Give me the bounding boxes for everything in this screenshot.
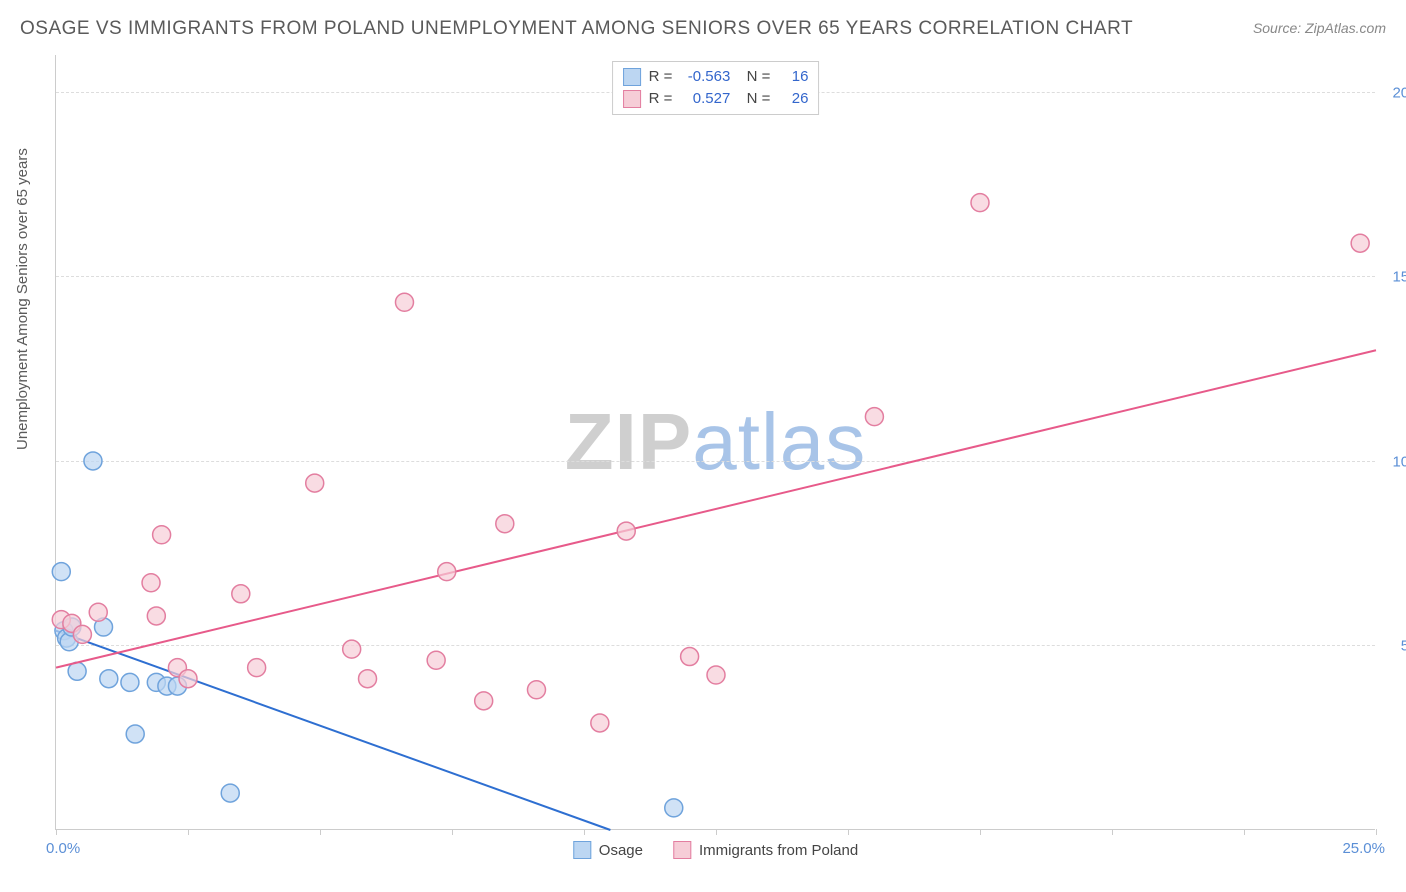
data-point bbox=[427, 651, 445, 669]
legend-r-label: R = bbox=[649, 88, 673, 110]
x-tick bbox=[716, 829, 717, 835]
data-point bbox=[52, 563, 70, 581]
legend-swatch bbox=[673, 841, 691, 859]
data-point bbox=[438, 563, 456, 581]
legend-swatch bbox=[573, 841, 591, 859]
series-legend: Osage Immigrants from Poland bbox=[573, 841, 858, 859]
x-tick bbox=[584, 829, 585, 835]
x-tick bbox=[1112, 829, 1113, 835]
legend-r-label: R = bbox=[649, 66, 673, 88]
trend-line bbox=[56, 350, 1376, 667]
data-point bbox=[147, 607, 165, 625]
x-tick bbox=[1376, 829, 1377, 835]
data-point bbox=[306, 474, 324, 492]
source-attribution: Source: ZipAtlas.com bbox=[1253, 20, 1386, 36]
x-tick bbox=[452, 829, 453, 835]
x-tick bbox=[1244, 829, 1245, 835]
x-axis-min-label: 0.0% bbox=[46, 840, 80, 857]
y-tick-label: 5.0% bbox=[1380, 638, 1406, 655]
legend-r-value: 0.527 bbox=[680, 88, 730, 110]
data-point bbox=[121, 673, 139, 691]
series-legend-label: Immigrants from Poland bbox=[699, 842, 858, 859]
data-point bbox=[126, 725, 144, 743]
correlation-legend-row: R = 0.527 N = 26 bbox=[623, 88, 809, 110]
legend-r-value: -0.563 bbox=[680, 66, 730, 88]
data-point bbox=[665, 799, 683, 817]
data-point bbox=[681, 648, 699, 666]
legend-n-label: N = bbox=[738, 88, 770, 110]
x-tick bbox=[848, 829, 849, 835]
data-point bbox=[591, 714, 609, 732]
data-point bbox=[475, 692, 493, 710]
data-point bbox=[496, 515, 514, 533]
y-tick-label: 15.0% bbox=[1380, 269, 1406, 286]
x-tick bbox=[188, 829, 189, 835]
legend-n-value: 16 bbox=[778, 66, 808, 88]
legend-swatch bbox=[623, 68, 641, 86]
series-legend-item: Immigrants from Poland bbox=[673, 841, 858, 859]
data-point bbox=[221, 784, 239, 802]
legend-n-value: 26 bbox=[778, 88, 808, 110]
data-point bbox=[527, 681, 545, 699]
data-point bbox=[232, 585, 250, 603]
y-axis-label: Unemployment Among Seniors over 65 years bbox=[14, 148, 31, 450]
x-tick bbox=[320, 829, 321, 835]
data-point bbox=[179, 670, 197, 688]
data-point bbox=[343, 640, 361, 658]
correlation-legend-row: R = -0.563 N = 16 bbox=[623, 66, 809, 88]
scatter-svg bbox=[56, 55, 1375, 829]
data-point bbox=[707, 666, 725, 684]
series-legend-label: Osage bbox=[599, 842, 643, 859]
legend-swatch bbox=[623, 90, 641, 108]
data-point bbox=[248, 659, 266, 677]
data-point bbox=[617, 522, 635, 540]
data-point bbox=[1351, 234, 1369, 252]
data-point bbox=[142, 574, 160, 592]
series-legend-item: Osage bbox=[573, 841, 643, 859]
plot-area: ZIPatlas 5.0%10.0%15.0%20.0% 0.0% 25.0% … bbox=[55, 55, 1375, 830]
chart-title: OSAGE VS IMMIGRANTS FROM POLAND UNEMPLOY… bbox=[20, 18, 1133, 40]
correlation-legend: R = -0.563 N = 16R = 0.527 N = 26 bbox=[612, 61, 820, 115]
y-tick-label: 20.0% bbox=[1380, 84, 1406, 101]
data-point bbox=[395, 293, 413, 311]
data-point bbox=[84, 452, 102, 470]
data-point bbox=[359, 670, 377, 688]
data-point bbox=[153, 526, 171, 544]
data-point bbox=[865, 408, 883, 426]
x-tick bbox=[56, 829, 57, 835]
legend-n-label: N = bbox=[738, 66, 770, 88]
y-tick-label: 10.0% bbox=[1380, 453, 1406, 470]
data-point bbox=[89, 603, 107, 621]
data-point bbox=[100, 670, 118, 688]
x-tick bbox=[980, 829, 981, 835]
data-point bbox=[971, 194, 989, 212]
data-point bbox=[73, 625, 91, 643]
x-axis-max-label: 25.0% bbox=[1342, 840, 1385, 857]
